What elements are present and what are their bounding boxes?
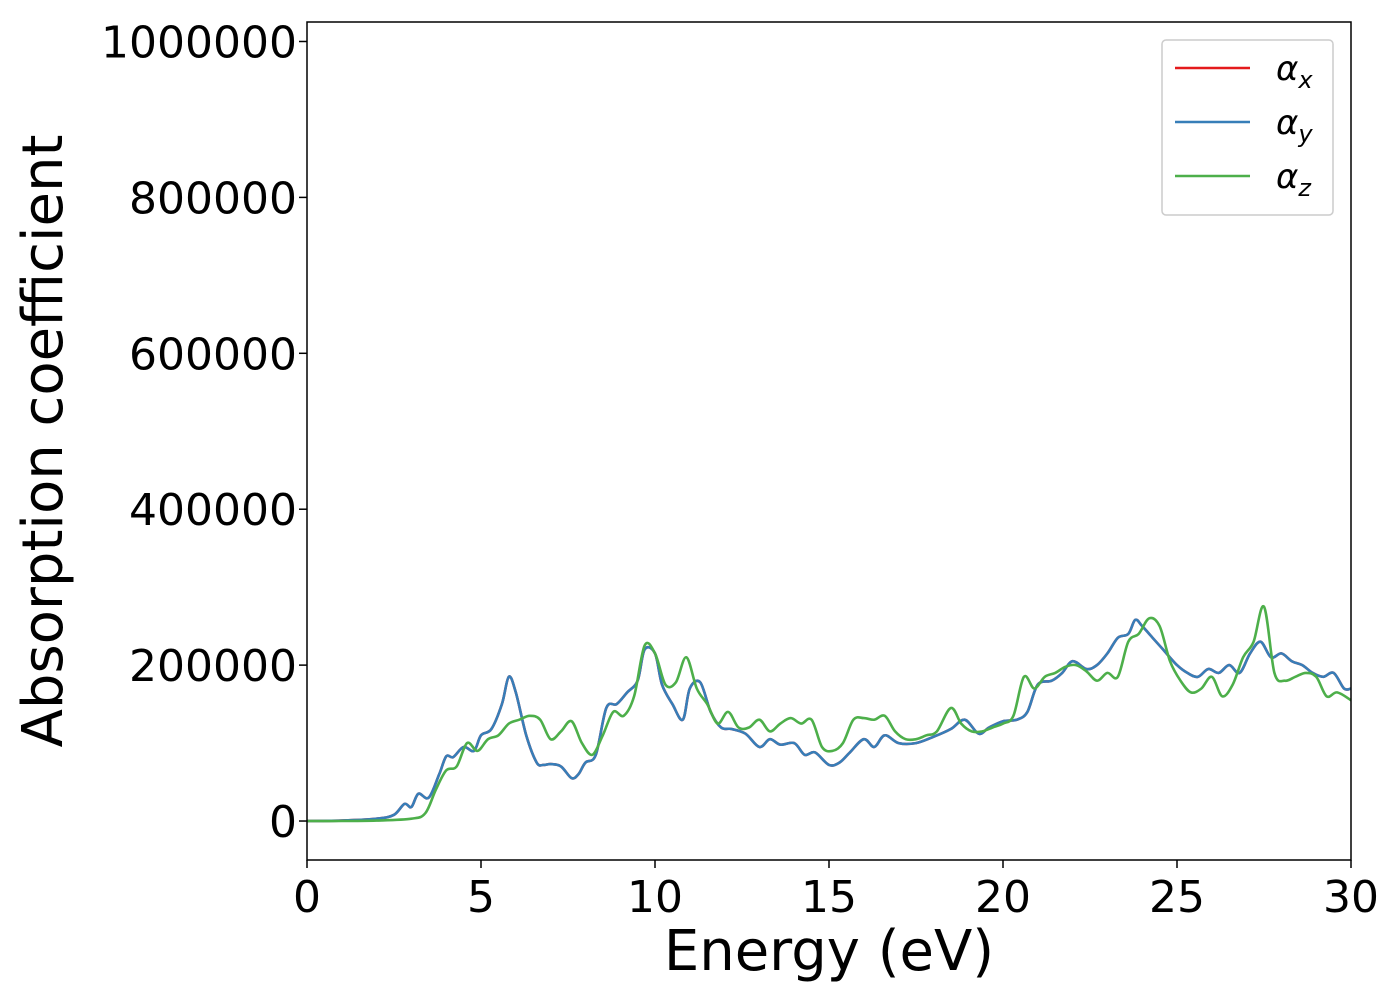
x-tick-label: 5 xyxy=(467,872,495,923)
y-axis-ticks: 0 200000 400000 600000 800000 1000000 xyxy=(101,17,307,848)
legend-label-alpha-y: αy xyxy=(1276,103,1313,148)
y-tick-label: 200000 xyxy=(129,641,297,692)
y-tick-label: 0 xyxy=(269,797,297,848)
legend-box xyxy=(1161,39,1334,216)
y-tick-label: 400000 xyxy=(129,485,297,536)
x-tick-label: 30 xyxy=(1323,872,1379,923)
legend-label-alpha-x: αx xyxy=(1276,49,1313,94)
series-line-alpha-y xyxy=(306,618,1352,823)
legend-label-alpha-z: αz xyxy=(1276,157,1312,202)
y-tick-label: 1000000 xyxy=(101,17,297,68)
series-line-alpha-z xyxy=(306,605,1352,823)
x-tick-label: 0 xyxy=(293,872,321,923)
series-layer xyxy=(306,605,1352,823)
y-tick-label: 600000 xyxy=(129,329,297,380)
x-tick-label: 10 xyxy=(627,872,683,923)
x-tick-label: 25 xyxy=(1149,872,1205,923)
x-axis-title: Energy (eV) xyxy=(664,919,994,984)
x-tick-label: 15 xyxy=(801,872,857,923)
y-tick-label: 800000 xyxy=(129,173,297,224)
legend: αx αy αz xyxy=(1161,39,1334,216)
x-axis-ticks: 0 5 10 15 20 25 30 xyxy=(293,860,1379,923)
x-tick-label: 20 xyxy=(975,872,1031,923)
y-axis-title: Absorption coefficient xyxy=(11,135,76,748)
